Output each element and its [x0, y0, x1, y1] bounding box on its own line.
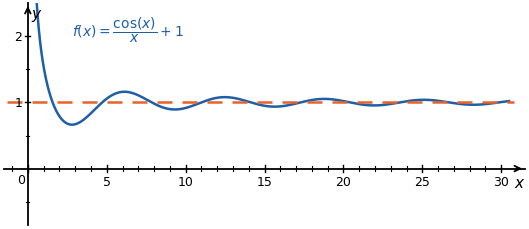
Text: 5: 5 — [103, 175, 111, 188]
Text: 2: 2 — [14, 31, 22, 44]
Text: 15: 15 — [257, 175, 272, 188]
Text: 0: 0 — [17, 173, 25, 186]
Text: y: y — [32, 8, 41, 22]
Text: 25: 25 — [414, 175, 430, 188]
Text: x: x — [514, 175, 523, 190]
Text: 10: 10 — [178, 175, 194, 188]
Text: 20: 20 — [335, 175, 351, 188]
Text: $f(x) = \dfrac{\cos(x)}{x} + 1$: $f(x) = \dfrac{\cos(x)}{x} + 1$ — [72, 16, 184, 45]
Text: 1: 1 — [14, 96, 22, 109]
Text: 30: 30 — [493, 175, 509, 188]
